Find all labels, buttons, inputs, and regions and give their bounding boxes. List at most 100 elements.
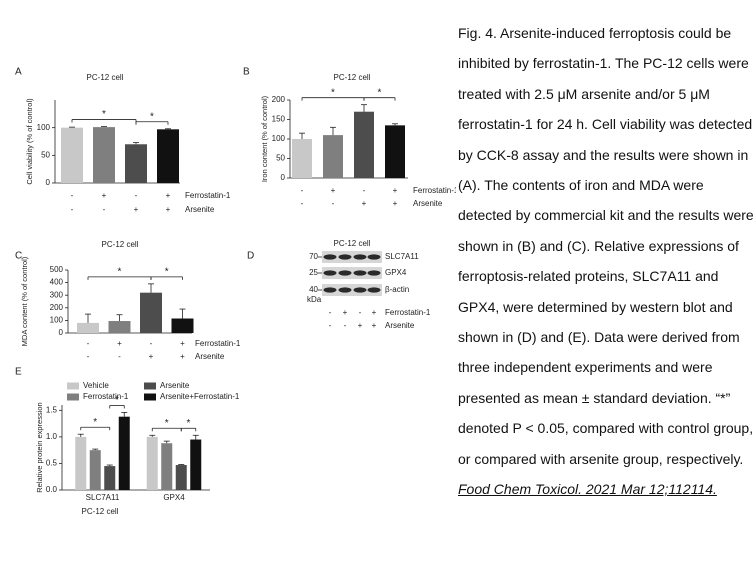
panel-label: D	[247, 251, 254, 262]
y-axis-label: Iron content (% of control)	[260, 95, 269, 182]
bar	[108, 321, 131, 333]
blot-protein: SLC7A11	[385, 252, 419, 261]
panel-label: B	[243, 67, 250, 78]
blot-band	[353, 270, 367, 276]
legend-label: Vehicle	[83, 381, 109, 390]
condition-sign: +	[134, 205, 139, 214]
blot-protein: GPX4	[385, 268, 407, 277]
y-axis-label: MDA content (% of control)	[20, 256, 29, 346]
condition-name: Arsenite	[195, 352, 225, 361]
sig-label: *	[378, 87, 382, 98]
bar	[61, 127, 83, 183]
y-tick-label: 50	[276, 154, 285, 163]
x-tick-label: GPX4	[163, 493, 185, 502]
condition-sign: -	[359, 308, 362, 317]
bar	[146, 436, 158, 490]
condition-sign: +	[372, 321, 377, 330]
condition-sign: -	[103, 205, 106, 214]
blot-marker: 40	[309, 285, 318, 294]
blot-protein: β-actin	[385, 285, 409, 294]
condition-name: Ferrostatin-1	[195, 339, 241, 348]
condition-name: Ferrostatin-1	[413, 186, 456, 195]
y-tick-label: 0.0	[46, 485, 58, 494]
y-tick-label: 200	[50, 303, 64, 312]
condition-sign: +	[393, 186, 398, 195]
chart-title: PC‐12 cell	[87, 73, 124, 82]
condition-name: Arsenite	[413, 199, 443, 208]
condition-sign: +	[331, 186, 336, 195]
legend-swatch	[144, 382, 156, 390]
bar	[161, 443, 173, 490]
blot-band	[338, 270, 352, 276]
y-tick-label: 1.0	[46, 432, 58, 441]
bar	[75, 436, 87, 490]
figure: A PC‐12 cell Cell viability (% of control)…	[15, 67, 456, 516]
condition-name: Arsenite	[385, 321, 415, 330]
sig-label: *	[165, 267, 169, 278]
bar	[190, 439, 202, 490]
y-tick-label: 150	[272, 115, 286, 124]
condition-sign: -	[71, 191, 74, 200]
bar	[323, 135, 343, 178]
blot-strip	[322, 251, 382, 263]
sig-label: *	[118, 267, 122, 278]
blot-band	[323, 254, 337, 260]
x-axis-label: PC-12 cell	[82, 507, 119, 516]
condition-sign: -	[71, 205, 74, 214]
blot-band	[323, 270, 337, 276]
panel-label: C	[15, 251, 22, 262]
legend-label: Arsenite+Ferrostatin-1	[160, 392, 240, 401]
condition-sign: +	[166, 191, 171, 200]
y-tick-label: 0	[46, 178, 51, 187]
y-tick-label: 100	[37, 123, 51, 132]
sig-label: *	[150, 111, 154, 122]
citation-link[interactable]: Food Chem Toxicol. 2021 Mar 12;112114.	[458, 481, 717, 498]
y-tick-label: 100	[272, 134, 286, 143]
y-tick-label: 50	[41, 150, 50, 159]
blot-band	[338, 254, 352, 260]
condition-sign: +	[393, 199, 398, 208]
sig-label: *	[115, 395, 119, 406]
blot-title: PC-12 cell	[334, 239, 371, 248]
condition-sign: +	[362, 199, 367, 208]
condition-sign: -	[363, 186, 366, 195]
condition-sign: -	[135, 191, 138, 200]
condition-sign: -	[329, 321, 332, 330]
chart-title: PC-12 cell	[334, 73, 371, 82]
y-axis-label: Cell viability (% of control)	[25, 98, 34, 185]
legend-swatch	[67, 382, 79, 390]
y-tick-label: 0	[281, 173, 286, 182]
y-tick-label: 300	[50, 290, 64, 299]
condition-name: Arsenite	[185, 205, 215, 214]
y-tick-label: 100	[50, 316, 64, 325]
condition-name: Ferrostatin-1	[185, 191, 231, 200]
bar	[140, 292, 162, 333]
condition-sign: -	[301, 186, 304, 195]
condition-sign: -	[332, 199, 335, 208]
blot-strip	[322, 284, 382, 296]
legend-label: Ferrostatin-1	[83, 392, 129, 401]
condition-sign: +	[117, 339, 122, 348]
condition-sign: +	[180, 352, 185, 361]
blot-band	[353, 287, 367, 293]
bar	[125, 144, 147, 183]
condition-sign: +	[102, 191, 107, 200]
sig-label: *	[93, 417, 97, 428]
condition-sign: -	[118, 352, 121, 361]
y-tick-label: 0.5	[46, 459, 58, 468]
blot-band	[367, 254, 381, 260]
bar	[171, 318, 194, 333]
blot-band	[367, 287, 381, 293]
condition-sign: +	[343, 308, 348, 317]
blot-band	[323, 287, 337, 293]
condition-name: Ferrostatin-1	[385, 308, 431, 317]
chart-title: PC-12 cell	[102, 240, 139, 249]
legend-swatch	[144, 393, 156, 401]
sig-label: *	[187, 418, 191, 429]
legend-label: Arsenite	[160, 381, 190, 390]
condition-sign: -	[344, 321, 347, 330]
y-axis-label: Relative protein expression	[35, 402, 44, 492]
sig-label: *	[331, 87, 335, 98]
bar	[175, 465, 187, 490]
